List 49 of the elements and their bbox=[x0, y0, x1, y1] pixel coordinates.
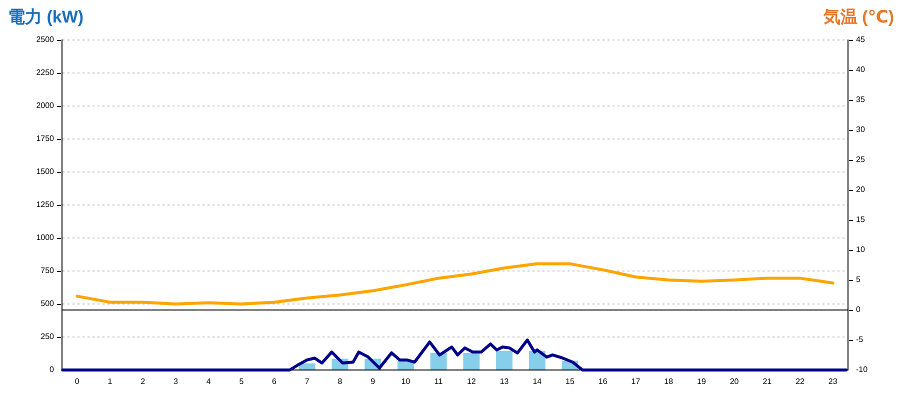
x-tick-label: 6 bbox=[272, 377, 278, 386]
x-tick-label: 10 bbox=[401, 377, 411, 386]
y2-tick-label: 0 bbox=[856, 305, 861, 314]
x-tick-label: 20 bbox=[730, 377, 740, 386]
x-tick-label: 16 bbox=[598, 377, 608, 386]
x-tick-label: 13 bbox=[500, 377, 510, 386]
x-tick-label: 8 bbox=[338, 377, 343, 386]
x-tick-label: 11 bbox=[434, 377, 444, 386]
x-tick-label: 15 bbox=[566, 377, 576, 386]
x-tick-label: 5 bbox=[239, 377, 244, 386]
y2-tick-label: 30 bbox=[856, 125, 866, 134]
y-tick-label: 1500 bbox=[36, 167, 55, 176]
x-tick-label: 1 bbox=[108, 377, 113, 386]
y2-tick-label: 10 bbox=[856, 245, 866, 254]
y2-tick-label: 35 bbox=[856, 95, 866, 104]
y-tick-label: 750 bbox=[40, 266, 55, 276]
y-axis-title: 電力 (kW) bbox=[8, 8, 84, 27]
x-tick-label: 18 bbox=[664, 377, 674, 386]
y-tick-label: 2000 bbox=[36, 101, 55, 110]
y-tick-label: 1000 bbox=[36, 233, 55, 242]
x-tick-label: 4 bbox=[206, 377, 212, 386]
x-tick-label: 9 bbox=[370, 377, 376, 386]
y2-tick-label: 20 bbox=[856, 185, 866, 194]
x-tick-label: 21 bbox=[762, 377, 772, 386]
x-tick-label: 7 bbox=[304, 377, 310, 386]
x-tick-label: 22 bbox=[796, 377, 806, 386]
y-tick-label: 0 bbox=[50, 365, 55, 374]
y2-tick-label: -10 bbox=[856, 365, 868, 374]
x-tick-label: 2 bbox=[140, 377, 146, 386]
x-tick-label: 19 bbox=[696, 377, 706, 386]
y2-tick-label: 40 bbox=[856, 65, 866, 74]
y-tick-label: 2500 bbox=[36, 35, 55, 44]
y2-tick-label: -5 bbox=[856, 335, 864, 344]
x-tick-label: 3 bbox=[173, 377, 178, 386]
y2-tick-label: 25 bbox=[856, 155, 866, 164]
y-tick-label: 1750 bbox=[36, 134, 55, 144]
x-tick-label: 0 bbox=[74, 377, 80, 386]
y2-tick-label: 45 bbox=[856, 35, 866, 44]
y2-tick-label: 5 bbox=[856, 275, 861, 284]
x-tick-label: 23 bbox=[828, 377, 838, 386]
x-tick-label: 12 bbox=[466, 377, 476, 386]
y2-tick-label: 15 bbox=[856, 215, 866, 224]
y2-axis-title: 気温 (℃) bbox=[822, 8, 894, 27]
x-tick-label: 14 bbox=[532, 377, 542, 386]
y-tick-label: 2250 bbox=[36, 68, 55, 78]
y-tick-label: 1250 bbox=[36, 200, 55, 210]
y-tick-label: 250 bbox=[40, 332, 55, 342]
y-tick-label: 500 bbox=[40, 299, 55, 308]
x-tick-label: 17 bbox=[631, 377, 641, 386]
